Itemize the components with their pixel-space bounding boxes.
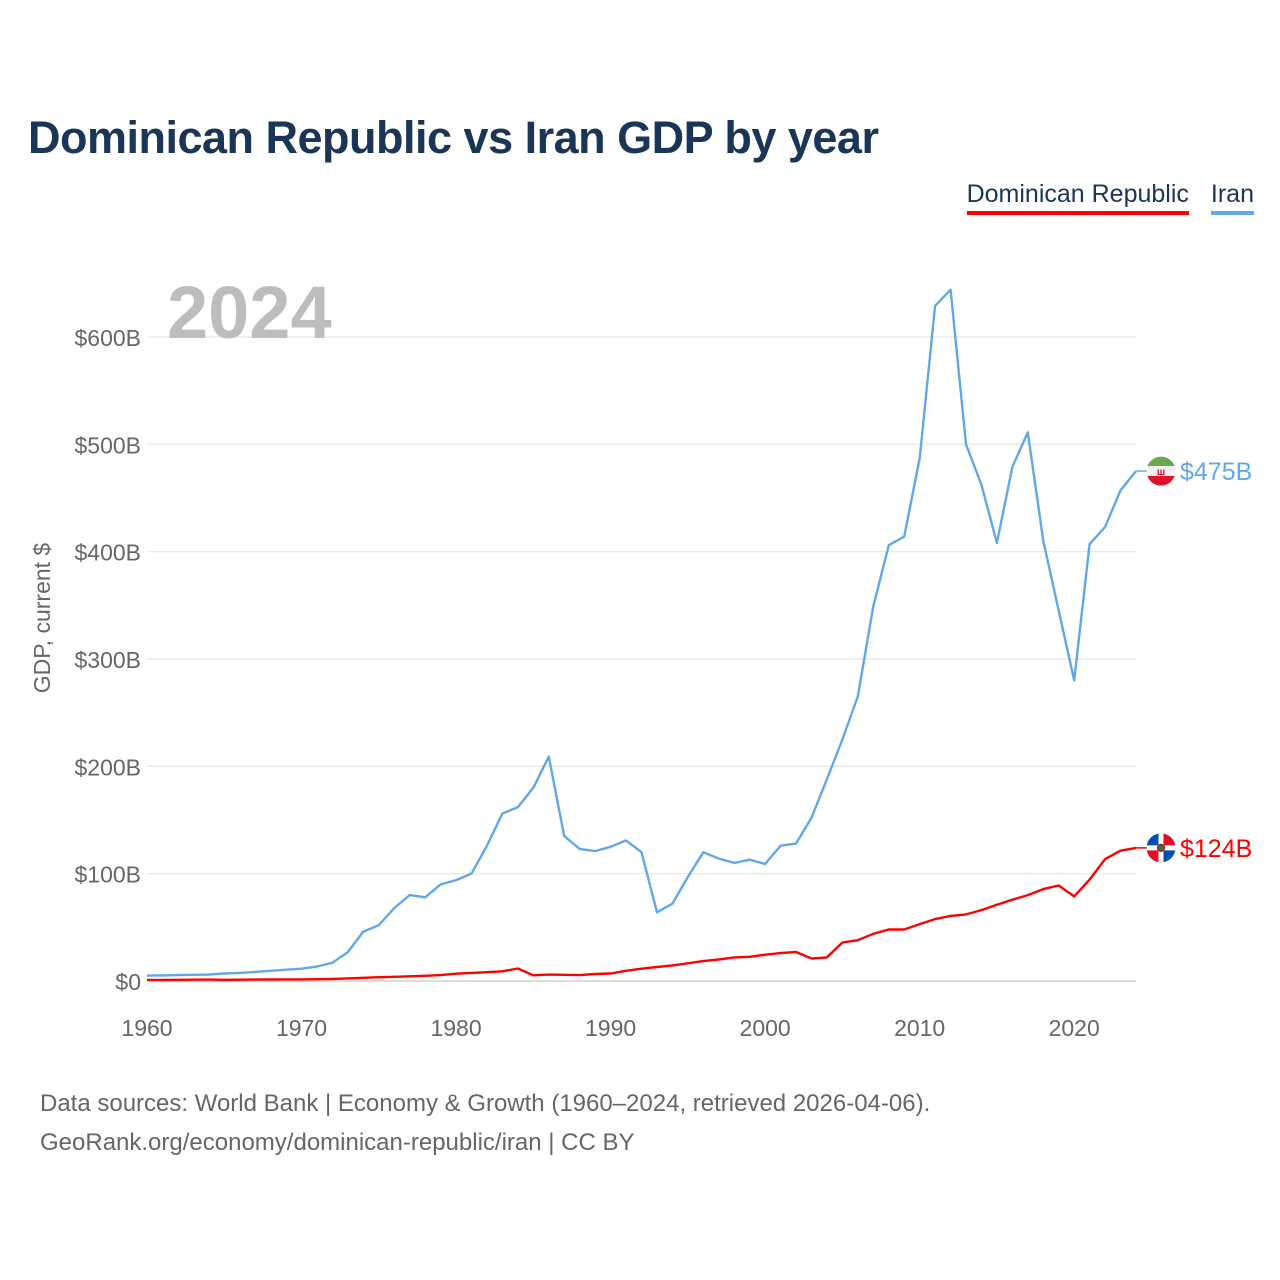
series-line-iran bbox=[146, 288, 1137, 977]
year-watermark: 2024 bbox=[167, 271, 332, 354]
flag-quadrant bbox=[1161, 847, 1176, 863]
x-tick-label: 1960 bbox=[121, 1015, 172, 1041]
flag-quadrant bbox=[1146, 833, 1161, 848]
dominican-republic-flag-icon bbox=[1146, 833, 1176, 863]
flag-quadrant bbox=[1161, 833, 1176, 848]
y-tick-label: $0 bbox=[115, 969, 141, 995]
flag-body bbox=[1146, 833, 1176, 863]
y-tick-label: $400B bbox=[74, 540, 141, 566]
flag-cross bbox=[1146, 845, 1176, 851]
flag-stripe bbox=[1146, 466, 1176, 477]
series-line-dominican-republic bbox=[147, 846, 1137, 982]
y-axis-label: GDP, current $ bbox=[29, 543, 55, 694]
source-note: Data sources: World Bank | Economy & Gro… bbox=[40, 1084, 930, 1162]
legend: Dominican Republic Iran bbox=[966, 180, 1254, 215]
x-tick-label: 1970 bbox=[276, 1015, 327, 1041]
flag-quadrant bbox=[1146, 847, 1161, 863]
flag-cross bbox=[1158, 833, 1164, 863]
flag-stripe bbox=[1146, 476, 1176, 486]
iran-flag-icon: ш bbox=[1146, 456, 1176, 486]
y-tick-label: $200B bbox=[74, 754, 141, 780]
x-tick-label: 2000 bbox=[740, 1015, 791, 1041]
x-tick-label: 1980 bbox=[430, 1015, 481, 1041]
y-tick-label: $600B bbox=[74, 325, 141, 351]
flag-emblem: ш bbox=[1157, 467, 1165, 478]
flag-emblem bbox=[1156, 843, 1166, 852]
flag-stripe bbox=[1146, 456, 1176, 467]
end-value-label: $475B bbox=[1180, 458, 1252, 486]
legend-item-dominican-republic[interactable]: Dominican Republic bbox=[966, 180, 1189, 215]
flag-body: ш bbox=[1146, 456, 1176, 486]
end-value-label: $124B bbox=[1180, 835, 1252, 863]
source-line-1: Data sources: World Bank | Economy & Gro… bbox=[40, 1090, 931, 1117]
source-line-2[interactable]: GeoRank.org/economy/dominican-republic/i… bbox=[40, 1129, 635, 1156]
legend-item-iran[interactable]: Iran bbox=[1210, 180, 1254, 215]
x-tick-label: 2010 bbox=[894, 1015, 945, 1041]
x-tick-label: 2020 bbox=[1049, 1015, 1100, 1041]
x-tick-label: 1990 bbox=[585, 1015, 636, 1041]
y-tick-label: $100B bbox=[74, 862, 141, 888]
y-tick-label: $500B bbox=[74, 432, 141, 458]
y-tick-label: $300B bbox=[74, 647, 141, 673]
page-title: Dominican Republic vs Iran GDP by year bbox=[28, 112, 879, 163]
